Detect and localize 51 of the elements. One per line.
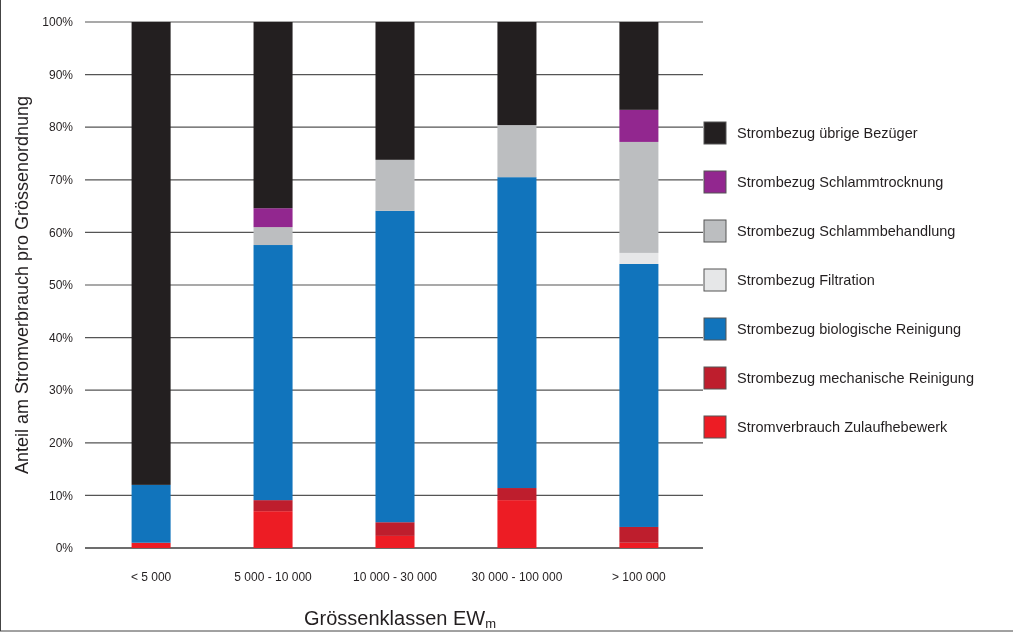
- y-tick-label: 60%: [48, 225, 74, 240]
- bar: [131, 22, 171, 485]
- bar: [253, 500, 293, 512]
- y-tick-label: 80%: [48, 120, 74, 135]
- y-tick-label: 70%: [48, 173, 74, 187]
- x-tick-label: < 5 000: [130, 570, 172, 584]
- bar: [497, 488, 537, 501]
- legend-label: Strombezug Filtration: [737, 272, 875, 289]
- y-tick-label: 0%: [55, 541, 74, 556]
- bar: [375, 159, 415, 211]
- bar: [619, 526, 659, 543]
- x-tick-label: 30 000 - 100 000: [471, 570, 563, 584]
- bar: [375, 22, 415, 160]
- y-tick-label: 40%: [48, 330, 74, 345]
- bar: [253, 245, 293, 501]
- bar: [253, 227, 293, 246]
- legend-label: Strombezug mechanische Reinigung: [737, 370, 974, 387]
- bar: [497, 125, 537, 178]
- bar: [619, 109, 659, 142]
- legend-label: Strombezug biologische Reinigung: [737, 321, 962, 338]
- bar: [253, 208, 293, 228]
- bar: [619, 141, 659, 253]
- bar: [619, 252, 659, 264]
- x-tick-label: 10 000 - 30 000: [352, 570, 438, 584]
- bar: [497, 177, 537, 489]
- bar: [375, 210, 415, 523]
- legend-label: Stromverbrauch Zulaufhebewerk: [737, 419, 949, 436]
- bar: [253, 22, 293, 209]
- x-axis-title: Grössenklassen EW$_{m}$: [303, 607, 497, 631]
- x-tick-label: 5 000 - 10 000: [234, 570, 313, 584]
- legend-label: Strombezug Schlammbehandlung: [737, 223, 956, 240]
- y-tick-label: 90%: [48, 67, 74, 82]
- bar: [375, 522, 415, 536]
- y-axis-title: Anteil am Stromverbrauch pro Grössenordnung: [12, 95, 32, 475]
- legend-label: Strombezug übrige Bezüger: [737, 125, 918, 142]
- y-tick-label: 20%: [48, 436, 74, 450]
- bar: [619, 542, 659, 548]
- y-tick-label: 100%: [42, 15, 74, 30]
- bar: [375, 535, 415, 548]
- bar: [131, 542, 171, 548]
- bar: [619, 263, 659, 527]
- y-tick-label: 10%: [48, 488, 74, 503]
- legend-label: Strombezug Schlammtrocknung: [737, 174, 944, 191]
- y-tick-label: 50%: [48, 278, 74, 293]
- x-tick-label: > 100 000: [612, 570, 667, 584]
- bar: [497, 22, 537, 126]
- y-tick-label: 30%: [48, 383, 74, 398]
- bar: [619, 22, 659, 110]
- bar: [253, 511, 293, 548]
- bar: [131, 484, 171, 543]
- bar: [497, 500, 537, 548]
